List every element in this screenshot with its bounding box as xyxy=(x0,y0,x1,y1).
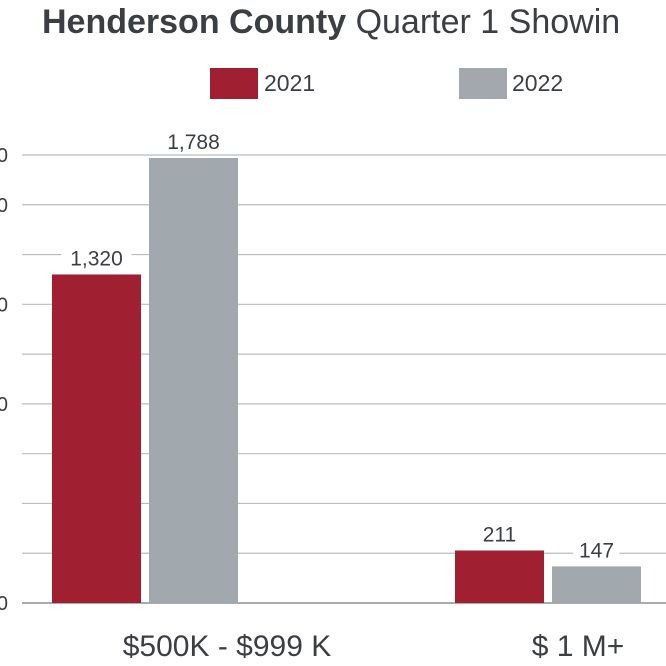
category-label: $500K - $999 K xyxy=(123,630,332,663)
bar-2022-0 xyxy=(149,157,238,603)
bars xyxy=(52,157,641,603)
chart-title-bold: Henderson County xyxy=(42,3,347,41)
data-label-backdrop xyxy=(61,244,132,271)
y-tick-label: 0 xyxy=(0,294,8,316)
y-tick-label: 0 xyxy=(0,394,8,416)
data-label-backdrop xyxy=(573,536,620,563)
data-labels: 1,320 1,788 211 147 xyxy=(61,127,620,563)
legend-swatch-2022 xyxy=(459,68,507,99)
bar-2022-1 xyxy=(552,566,641,603)
data-label: 1,788 xyxy=(167,131,220,154)
legend-label-2022: 2022 xyxy=(512,70,563,96)
data-label-backdrop xyxy=(158,127,229,154)
data-label: 211 xyxy=(483,523,516,546)
bar-2021-0 xyxy=(52,274,141,603)
category-label: $ 1 M+ xyxy=(532,630,625,663)
legend: 2021 2022 xyxy=(210,68,563,99)
y-tick-label: 0 xyxy=(0,195,8,217)
data-label-backdrop xyxy=(476,520,523,547)
data-label: 147 xyxy=(579,539,614,562)
y-tick-label: 0 xyxy=(0,145,8,167)
legend-swatch-2021 xyxy=(210,68,258,99)
y-axis-ticks: 0 0 0 0 0 xyxy=(0,145,8,615)
bar-2021-1 xyxy=(455,550,544,603)
chart-title: Henderson County Quarter 1 Showin xyxy=(42,2,620,42)
chart-title-rest: Quarter 1 Showin xyxy=(346,3,621,41)
data-label: 1,320 xyxy=(70,247,123,270)
category-labels: $500K - $999 K $ 1 M+ xyxy=(123,630,625,663)
y-tick-label: 0 xyxy=(0,593,8,615)
legend-label-2021: 2021 xyxy=(264,70,315,96)
